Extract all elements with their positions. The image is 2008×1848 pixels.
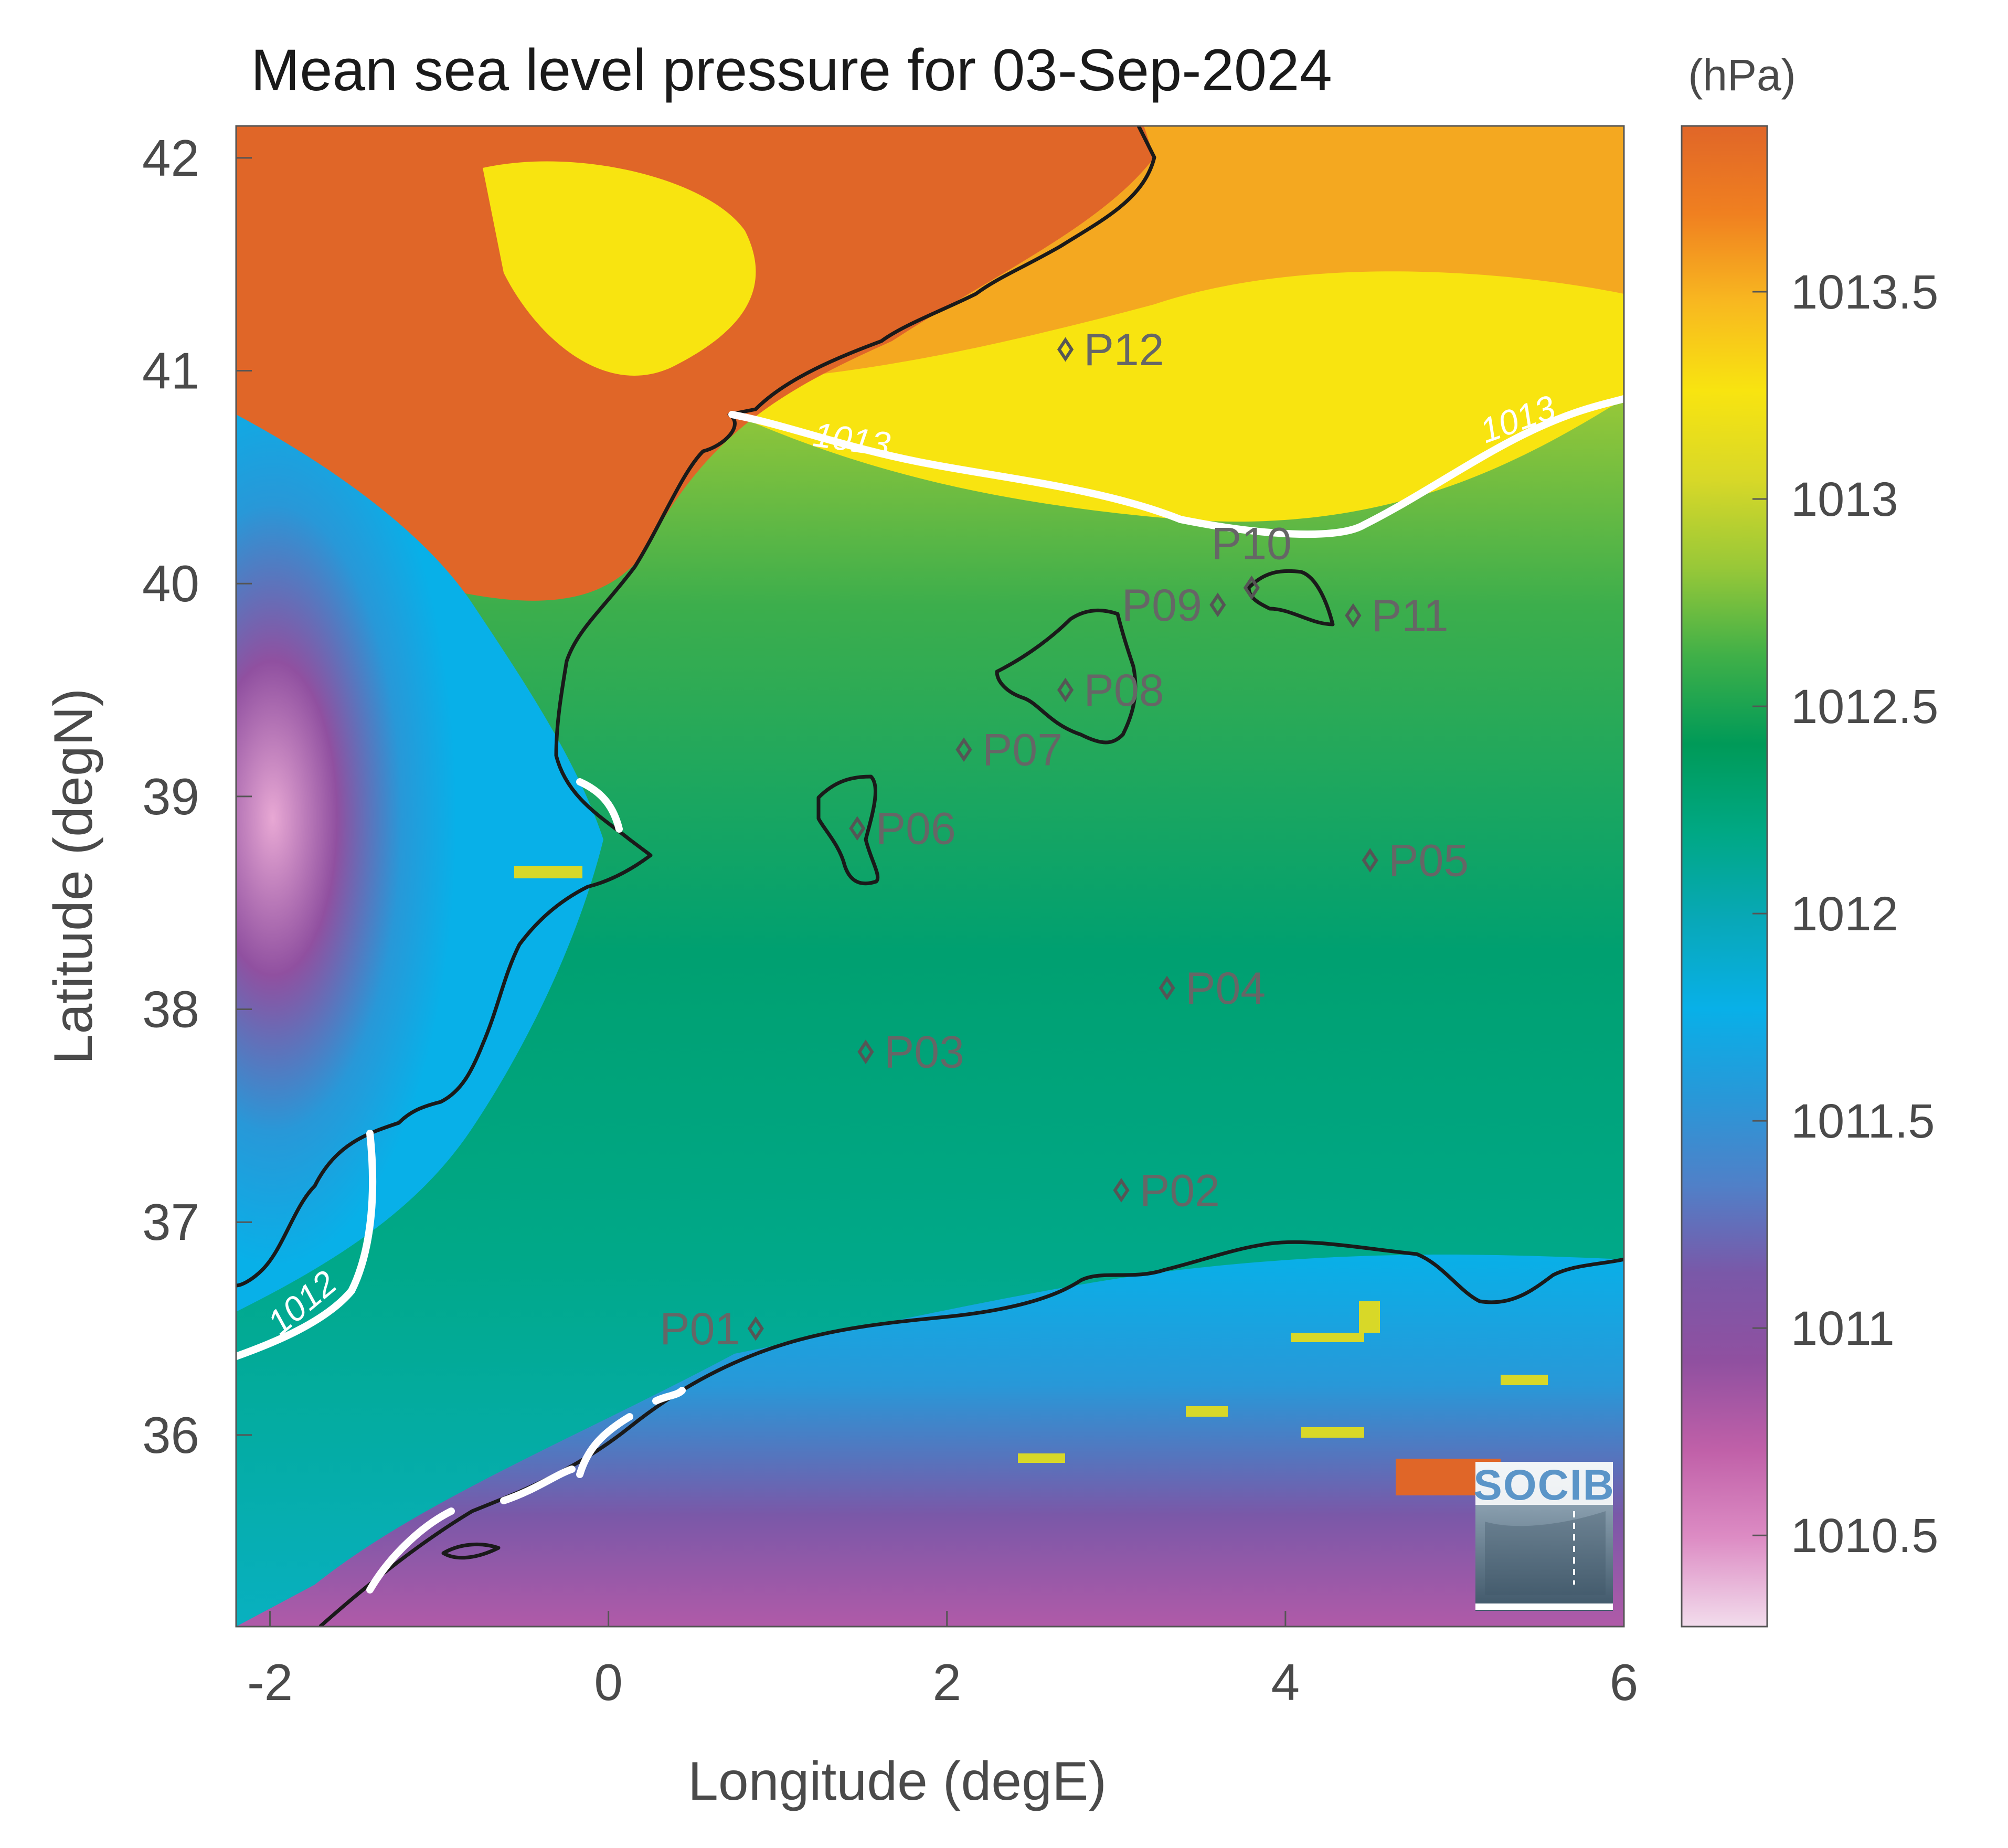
station-marker (1159, 975, 1175, 1001)
iberia-coastline (236, 126, 1156, 1288)
x-axis: -2 0 2 4 6 (247, 1611, 1638, 1711)
colorbar-tick-label: 1013.5 (1791, 265, 1938, 319)
iberia-yellow-pocket (483, 161, 756, 376)
alboran-islet (441, 1543, 501, 1560)
y-axis: 36 37 38 39 40 41 42 (142, 129, 252, 1464)
station-marker (1057, 677, 1074, 703)
mallorca-coastline (995, 608, 1138, 745)
menorca-coastline (1247, 569, 1335, 626)
contour-1013 (728, 395, 1624, 538)
station-label: P07 (982, 725, 1063, 776)
station-label: P01 (660, 1304, 740, 1354)
station-p12[interactable]: P12 (1057, 325, 1164, 375)
station-label: P06 (876, 804, 956, 854)
contour-1012-africa (366, 1387, 686, 1594)
contour-1012-coast (576, 778, 623, 833)
colorbar-tick-label: 1013 (1791, 473, 1898, 526)
station-marker (1113, 1177, 1130, 1203)
y-tick-label: 42 (142, 129, 199, 187)
x-tick-label: 0 (594, 1653, 623, 1711)
colorbar-ramp (1681, 125, 1768, 1628)
colorbar-tick-label: 1010.5 (1791, 1509, 1938, 1563)
y-tick-label: 41 (142, 342, 199, 400)
station-p02[interactable]: P02 (1113, 1165, 1220, 1216)
y-tick-label: 36 (142, 1406, 199, 1464)
station-p09[interactable]: P09 (1122, 580, 1226, 631)
station-p03[interactable]: P03 (857, 1027, 964, 1078)
pressure-contours (236, 395, 1624, 1594)
station-label: P08 (1084, 665, 1164, 716)
station-marker (1209, 592, 1226, 618)
map-title: Mean sea level pressure for 03-Sep-2024 (251, 37, 1332, 103)
x-tick-label: -2 (247, 1653, 293, 1711)
colorbar-tick-label: 1012.5 (1791, 680, 1938, 734)
colorbar-tick-label: 1012 (1791, 887, 1898, 941)
colorbar-ticks: 1010.5 1011 1011.5 1012 1012.5 1013 1013.5 (1752, 265, 1938, 1563)
station-p01[interactable]: P01 (660, 1304, 764, 1354)
contour-1012-west (236, 1130, 377, 1360)
station-p07[interactable]: P07 (955, 725, 1063, 776)
colorbar-unit: (hPa) (1688, 50, 1795, 100)
colorbar: 1010.5 1011 1011.5 1012 1012.5 1013 1013.5 (1681, 125, 1938, 1628)
africa-low-field (236, 1255, 1624, 1627)
station-p04[interactable]: P04 (1159, 963, 1266, 1014)
map-frame (235, 125, 1625, 1628)
station-label: P03 (884, 1027, 964, 1078)
x-tick-label: 6 (1610, 1653, 1639, 1711)
station-marker (1362, 848, 1378, 873)
station-label: P11 (1372, 591, 1449, 641)
station-label: P10 (1212, 518, 1292, 569)
x-axis-label: Longitude (degE) (688, 1751, 1107, 1812)
station-label: P05 (1388, 836, 1469, 886)
iberia-west-low-field (236, 415, 603, 1312)
colorbar-tick-label: 1011 (1791, 1302, 1895, 1355)
station-p05[interactable]: P05 (1362, 836, 1469, 886)
station-marker (747, 1316, 764, 1341)
y-tick-label: 37 (142, 1193, 199, 1251)
colorbar-tick-label: 1011.5 (1791, 1095, 1935, 1148)
x-tick-label: 4 (1271, 1653, 1300, 1711)
y-tick-label: 40 (142, 555, 199, 612)
station-marker (955, 737, 972, 762)
station-marker (1057, 337, 1074, 362)
station-marker (1243, 575, 1260, 600)
station-p06[interactable]: P06 (849, 804, 956, 854)
station-p08[interactable]: P08 (1057, 665, 1164, 716)
station-label: P02 (1140, 1165, 1220, 1216)
station-label: P09 (1122, 580, 1202, 631)
logo-text: SOCIB (1473, 1461, 1615, 1509)
ibiza-coastline (816, 774, 880, 886)
y-axis-label: Latitude (degN) (43, 688, 104, 1065)
socib-logo: SOCIB (1473, 1461, 1615, 1611)
station-label: P12 (1084, 325, 1164, 375)
station-p11[interactable]: P11 (1345, 591, 1449, 641)
station-marker (849, 816, 866, 841)
y-tick-label: 39 (142, 768, 199, 825)
station-marker (1345, 603, 1362, 628)
y-tick-label: 38 (142, 981, 199, 1038)
africa-speckles (514, 866, 1548, 1463)
station-label: P04 (1185, 963, 1266, 1014)
x-tick-label: 2 (932, 1653, 961, 1711)
station-marker (857, 1039, 874, 1065)
north-orange-land (236, 126, 1154, 601)
station-p10[interactable]: P10 (1212, 518, 1292, 600)
